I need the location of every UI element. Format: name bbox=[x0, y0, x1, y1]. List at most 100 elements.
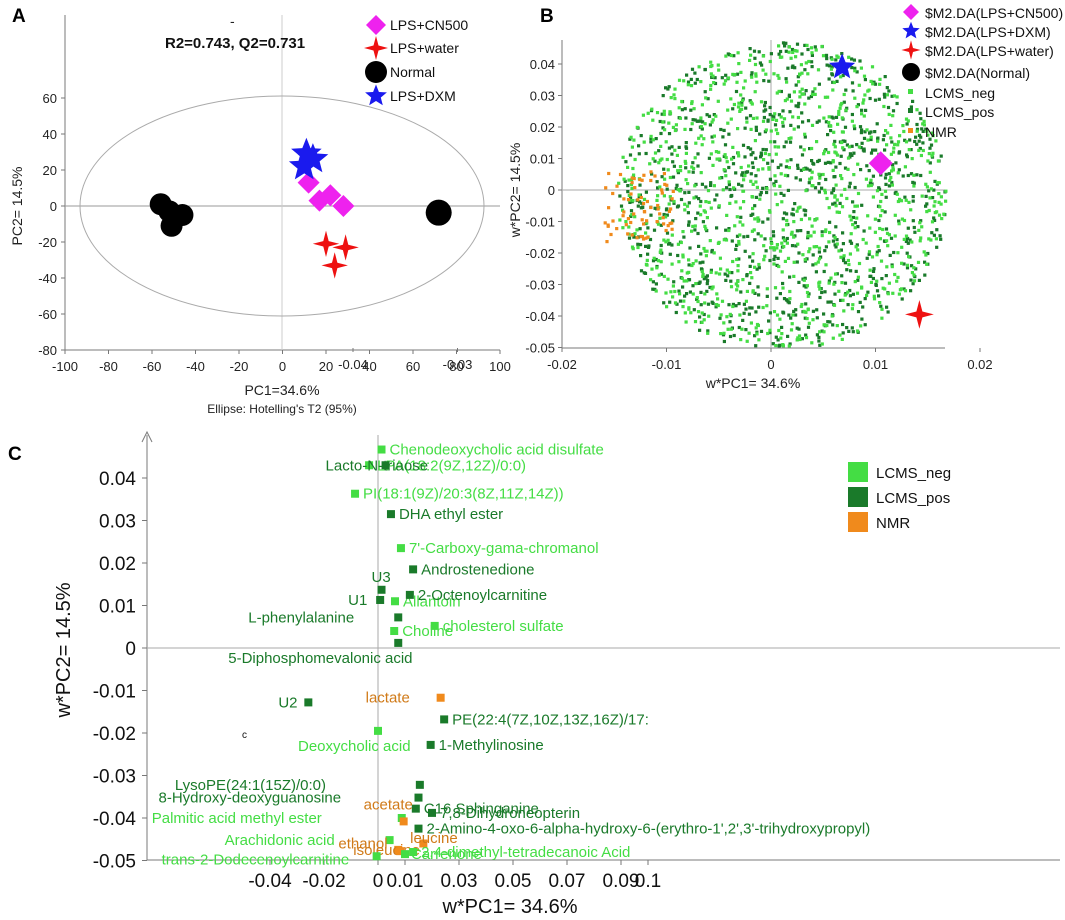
b-lcms-neg-point bbox=[710, 287, 714, 291]
b-lcms-neg-point bbox=[743, 173, 747, 178]
b-lcms-pos-point bbox=[833, 280, 837, 284]
b-lcms-neg-point bbox=[710, 120, 714, 124]
b-legend-square bbox=[908, 128, 913, 133]
a-title: R2=0.743, Q2=0.731 bbox=[165, 35, 305, 52]
a-x-tick-label: 60 bbox=[406, 359, 420, 374]
c-point-pos bbox=[428, 808, 436, 817]
b-lcms-neg-point bbox=[937, 213, 942, 217]
c-point-pos bbox=[405, 590, 414, 599]
b-lcms-neg-point bbox=[843, 187, 847, 191]
b-lcms-pos-point bbox=[912, 225, 916, 230]
b-lcms-pos-point bbox=[692, 308, 696, 312]
b-point-star5 bbox=[828, 53, 856, 79]
b-lcms-pos-point bbox=[699, 267, 704, 271]
b-lcms-neg-point bbox=[744, 299, 748, 303]
b-lcms-pos-point bbox=[699, 290, 703, 294]
b-lcms-neg-point bbox=[738, 206, 742, 210]
b-lcms-neg-point bbox=[740, 327, 744, 331]
a-x-tick-label: -80 bbox=[99, 359, 118, 374]
b-y-ticks: 0.040.030.020.010-0.01-0.02-0.03-0.04-0.… bbox=[525, 57, 562, 356]
b-lcms-neg-point bbox=[829, 124, 833, 128]
b-lcms-neg-point bbox=[694, 282, 698, 286]
b-lcms-pos-point bbox=[726, 52, 730, 56]
b-lcms-neg-point bbox=[702, 137, 706, 141]
b-lcms-neg-point bbox=[723, 153, 727, 157]
b-lcms-pos-point bbox=[734, 89, 739, 94]
c-y-tick-label: -0.01 bbox=[93, 682, 136, 703]
b-lcms-neg-point bbox=[846, 258, 850, 263]
a-legend: LPS+CN500 LPS+water Normal LPS+DXM bbox=[364, 15, 468, 106]
a-legend-label-cn500: LPS+CN500 bbox=[390, 17, 468, 33]
b-lcms-pos-point bbox=[831, 80, 835, 84]
b-lcms-pos-point bbox=[891, 109, 896, 113]
b-lcms-neg-point bbox=[792, 127, 796, 131]
b-lcms-pos-point bbox=[803, 316, 807, 320]
b-lcms-neg-point bbox=[802, 309, 806, 313]
b-lcms-pos-point bbox=[817, 335, 821, 339]
c-y-tick-label: 0.02 bbox=[99, 554, 136, 575]
b-lcms-pos-point bbox=[699, 252, 703, 256]
b-nmr-point bbox=[629, 220, 633, 225]
b-lcms-pos-point bbox=[665, 207, 669, 211]
c-point-label: 1-Methylinosine bbox=[439, 737, 544, 754]
b-lcms-neg-point bbox=[776, 131, 780, 136]
b-lcms-neg-point bbox=[837, 289, 841, 293]
b-lcms-neg-point bbox=[751, 290, 755, 294]
b-lcms-pos-point bbox=[748, 264, 752, 268]
b-lcms-neg-point bbox=[762, 244, 766, 248]
b-lcms-neg-point bbox=[886, 131, 890, 135]
b-lcms-pos-point bbox=[647, 244, 651, 248]
b-lcms-pos-point bbox=[806, 47, 810, 52]
b-lcms-neg-point bbox=[656, 222, 661, 226]
b-nmr-point bbox=[630, 176, 634, 180]
b-lcms-pos-point bbox=[651, 287, 655, 291]
b-lcms-neg-point bbox=[666, 238, 670, 242]
b-lcms-pos-point bbox=[847, 185, 851, 189]
b-lcms-neg-point bbox=[772, 184, 776, 188]
b-lcms-neg-point bbox=[654, 289, 658, 293]
b-lcms-pos-point bbox=[703, 68, 707, 72]
b-lcms-neg-point bbox=[866, 138, 870, 142]
b-lcms-pos-point bbox=[861, 305, 865, 309]
b-lcms-pos-point bbox=[745, 170, 750, 174]
b-lcms-neg-point bbox=[840, 205, 845, 209]
b-lcms-pos-point bbox=[739, 290, 743, 294]
b-lcms-pos-point bbox=[807, 181, 811, 185]
b-lcms-pos-point bbox=[699, 303, 703, 307]
b-lcms-neg-point bbox=[737, 62, 741, 66]
b-lcms-pos-point bbox=[830, 65, 834, 69]
b-lcms-neg-point bbox=[685, 204, 690, 208]
b-lcms-pos-point bbox=[755, 267, 759, 271]
b-lcms-neg-point bbox=[712, 134, 716, 138]
b-lcms-neg-point bbox=[750, 276, 754, 280]
b-lcms-pos-point bbox=[734, 247, 738, 251]
b-lcms-pos-point bbox=[783, 44, 787, 48]
b-lcms-pos-point bbox=[709, 183, 713, 187]
b-lcms-neg-point bbox=[736, 151, 740, 155]
b-lcms-pos-point bbox=[882, 133, 886, 138]
b-lcms-pos-point bbox=[707, 156, 711, 160]
b-y-tick-label: 0.02 bbox=[530, 120, 555, 135]
c-point-label: leucine bbox=[410, 830, 458, 847]
b-lcms-pos-point bbox=[707, 114, 712, 118]
b-lcms-neg-point bbox=[791, 313, 795, 317]
b-lcms-neg-point bbox=[833, 150, 837, 154]
b-lcms-pos-point bbox=[842, 100, 846, 104]
b-lcms-neg-point bbox=[668, 175, 672, 180]
b-lcms-pos-point bbox=[676, 253, 680, 258]
b-lcms-neg-point bbox=[762, 158, 766, 162]
b-lcms-neg-point bbox=[664, 140, 668, 144]
b-lcms-neg-point bbox=[852, 124, 856, 128]
b-lcms-pos-point bbox=[696, 231, 700, 236]
b-lcms-pos-point bbox=[886, 310, 890, 314]
b-lcms-neg-point bbox=[680, 99, 684, 104]
b-lcms-pos-point bbox=[874, 148, 878, 152]
b-lcms-pos-point bbox=[817, 182, 821, 186]
b-lcms-neg-point bbox=[824, 263, 828, 267]
b-lcms-neg-point bbox=[735, 80, 739, 84]
b-lcms-neg-point bbox=[663, 128, 667, 132]
b-lcms-neg-point bbox=[756, 219, 760, 223]
b-lcms-pos-point bbox=[731, 162, 736, 166]
b-lcms-pos-point bbox=[831, 239, 835, 243]
b-lcms-neg-point bbox=[817, 172, 821, 176]
